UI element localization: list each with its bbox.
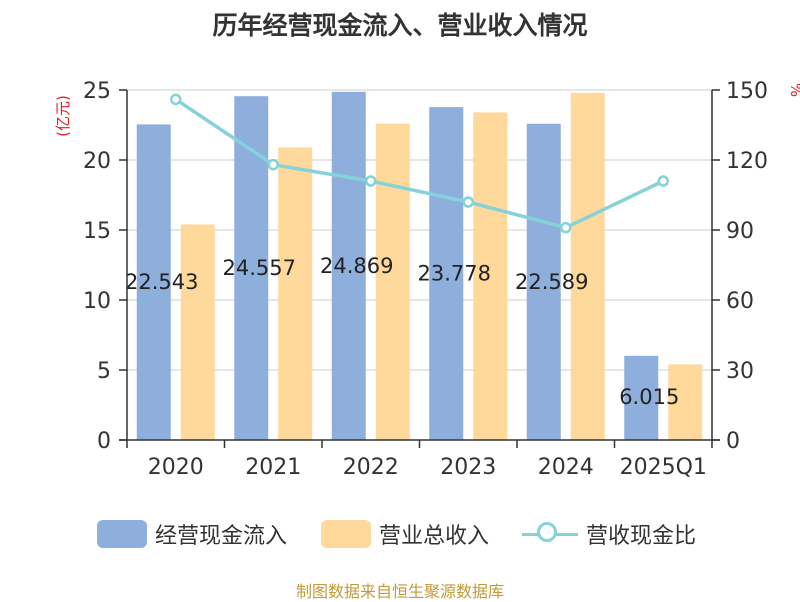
y-tick-label-left: 10: [83, 289, 111, 314]
bar-cash-inflow: [331, 91, 366, 441]
x-tick-label: 2023: [440, 455, 496, 480]
legend-swatch-cash-inflow: [97, 520, 147, 548]
data-label-cash-inflow: 22.543: [125, 270, 198, 294]
data-label-cash-inflow: 22.589: [515, 270, 588, 294]
bar-cash-inflow: [526, 123, 561, 440]
x-tick-label: 2024: [538, 455, 594, 480]
legend-label-cash-ratio: 营收现金比: [586, 524, 697, 549]
y-tick-label-right: 120: [726, 149, 768, 174]
point-cash-ratio: [560, 221, 572, 234]
y-tick-label-right: 150: [726, 79, 768, 104]
legend: 经营现金流入 营业总收入 营收现金比: [0, 514, 800, 554]
bar-revenue: [278, 147, 313, 440]
point-cash-ratio: [462, 196, 474, 208]
data-label-cash-inflow: 23.778: [418, 262, 491, 286]
point-cash-ratio: [657, 175, 669, 187]
y-tick-label-right: 30: [726, 359, 754, 384]
bar-cash-inflow: [234, 96, 269, 441]
line-cash-ratio: [174, 97, 665, 230]
x-tick-label: 2021: [245, 455, 301, 480]
point-cash-ratio: [170, 93, 182, 106]
bar-revenue: [180, 224, 215, 440]
y-tick-label-right: 90: [726, 219, 754, 244]
legend-item-cash-inflow[interactable]: 经营现金流入: [97, 514, 287, 554]
point-cash-ratio: [365, 175, 377, 187]
y-tick-label-left: 25: [83, 79, 111, 104]
legend-label-cash-inflow: 经营现金流入: [155, 524, 288, 549]
bar-cash-inflow: [136, 124, 171, 440]
legend-item-cash-ratio[interactable]: 营收现金比: [522, 514, 696, 554]
x-tick-label: 2025Q1: [620, 455, 707, 480]
data-label-cash-inflow: 6.015: [619, 385, 679, 409]
y-tick-label-right: 60: [726, 289, 754, 314]
bar-revenue: [473, 112, 508, 441]
bar-revenue: [570, 92, 605, 441]
y-tick-label-left: 0: [97, 429, 111, 454]
legend-line-marker-icon: [522, 520, 578, 548]
chart-title: 历年经营现金流入、营业收入情况: [212, 11, 588, 40]
bar-revenue: [668, 364, 703, 440]
legend-label-revenue: 营业总收入: [379, 524, 490, 549]
point-cash-ratio: [267, 158, 279, 171]
y-tick-label-right: 0: [726, 429, 740, 454]
x-tick-label: 2022: [343, 455, 399, 480]
y-tick-label-left: 20: [83, 149, 111, 174]
x-tick-label: 2020: [148, 455, 204, 480]
y-tick-label-left: 5: [97, 359, 111, 384]
y-tick-label-left: 15: [83, 219, 111, 244]
data-label-cash-inflow: 24.869: [320, 254, 393, 278]
bar-revenue: [375, 123, 410, 440]
legend-swatch-revenue: [321, 520, 371, 548]
legend-item-revenue[interactable]: 营业总收入: [321, 514, 489, 554]
y-axis-unit-right: %: [787, 83, 800, 97]
source-note: 制图数据来自恒生聚源数据库: [295, 582, 504, 601]
bar-cash-inflow: [624, 355, 659, 440]
data-label-cash-inflow: 24.557: [223, 256, 296, 280]
bar-cash-inflow: [429, 107, 464, 440]
y-axis-unit-left: (亿元): [54, 95, 72, 137]
